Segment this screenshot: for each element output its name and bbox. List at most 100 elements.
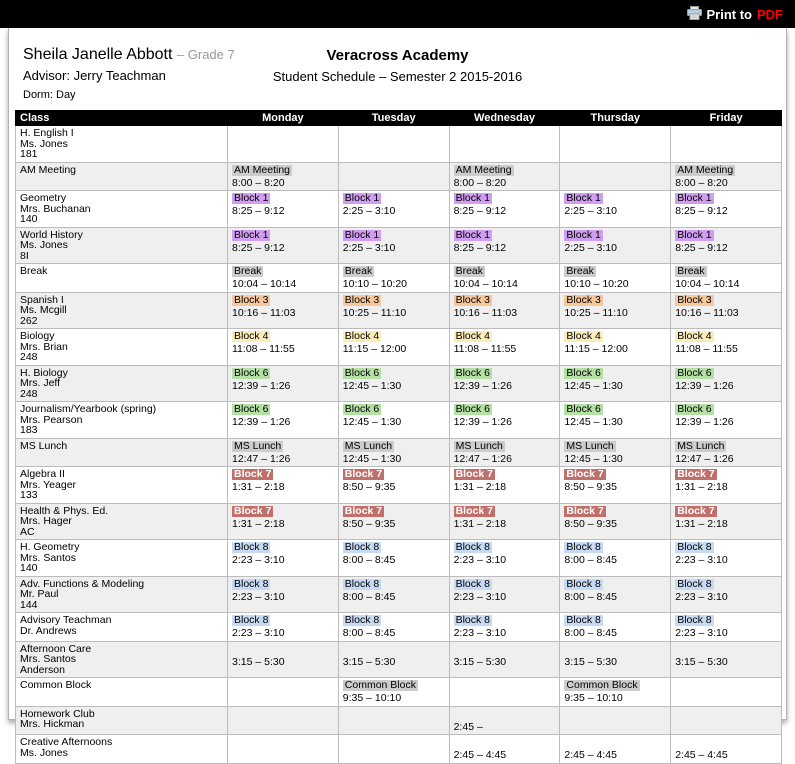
block-chip: Block 7: [564, 504, 606, 517]
class-info-line: MS Lunch: [20, 439, 68, 452]
time-range: 1:31 – 2:18: [232, 517, 285, 530]
student-name: Sheila Janelle Abbott: [23, 46, 173, 63]
schedule-cell: Break 10:04 – 10:14: [227, 263, 339, 293]
print-label: Print to: [706, 6, 753, 22]
time-range: 2:23 – 3:10: [453, 554, 507, 566]
table-row: Creative Afternoons Ms. Jones 2:45 – 4:45 2…: [15, 734, 782, 764]
block-chip: Block 4: [453, 330, 493, 342]
class-info-line: Algebra II: [20, 468, 65, 480]
time-range: 1:31 – 2:18: [453, 481, 507, 493]
schedule-title: Student Schedule – Semester 2 2015-2016: [272, 69, 523, 84]
time-range: 8:00 – 8:20: [232, 176, 285, 189]
class-info-line: Mrs. Santos: [20, 551, 77, 564]
time-range: 2:45 –: [453, 720, 483, 733]
class-info-line: Mrs. Yeager: [20, 478, 77, 491]
schedule-table-head: Class Monday Tuesday Wednesday Thursday Frida…: [15, 110, 782, 126]
print-to-pdf-button[interactable]: Print to PDF: [686, 5, 783, 23]
table-row: H. English I Ms. Jones 181: [15, 125, 782, 163]
advisor-line: Advisor: Jerry Teachman: [23, 68, 166, 83]
page-header: Veracross Academy Student Schedule – Sem…: [15, 46, 780, 104]
time-range: 8:50 – 9:35: [342, 481, 396, 493]
time-range: 8:50 – 9:35: [564, 517, 617, 530]
schedule-cell: Block 8 8:00 – 8:45: [337, 575, 450, 613]
block-chip: Block 6: [675, 403, 714, 415]
block-chip: Block 7: [342, 468, 385, 480]
schedule-cell: Block 7 1:31 – 2:18: [448, 466, 561, 504]
schedule-cell: Block 8 2:23 – 3:10: [448, 612, 561, 642]
schedule-page: Veracross Academy Student Schedule – Sem…: [8, 28, 787, 764]
class-info-line: Geometry: [20, 192, 67, 204]
schedule-cell: 3:15 – 5:30: [227, 640, 339, 678]
class-info-line: H. Biology: [20, 366, 68, 379]
table-row: Advisory Teachman Dr. Andrews Block 8 2:23 …: [15, 612, 782, 642]
column-header-wednesday: Wednesday: [448, 110, 561, 126]
class-cell: H. Geometry Mrs. Santos 140: [15, 539, 228, 577]
column-header-tuesday: Tuesday: [337, 110, 450, 126]
time-range: 8:25 – 9:12: [232, 241, 285, 254]
schedule-cell: 3:15 – 5:30: [670, 640, 782, 678]
schedule-cell: Break 10:10 – 10:20: [337, 263, 450, 293]
block-chip: Common Block: [564, 679, 640, 691]
time-range: 10:10 – 10:20: [564, 278, 629, 290]
schedule-cell: Break 10:04 – 10:14: [670, 263, 782, 293]
time-range: 8:25 – 9:12: [232, 205, 285, 217]
schedule-cell: 2:45 – 4:45: [670, 734, 782, 764]
time-range: 2:45 – 4:45: [453, 749, 507, 761]
table-row: World History Ms. Jones 8I Block 1 8:25 – 9:…: [15, 226, 782, 264]
block-chip: MS Lunch: [453, 439, 505, 452]
class-info-line: Dr. Andrews: [20, 624, 77, 637]
schedule-cell: Block 7 8:50 – 9:35: [337, 502, 450, 540]
schedule-cell: AM Meeting 8:00 – 8:20: [227, 161, 339, 191]
table-row: H. Geometry Mrs. Santos 140 Block 8 2:23 – 3…: [15, 539, 782, 577]
class-cell: Adv. Functions & Modeling Mr. Paul 144: [15, 575, 228, 613]
block-chip: Block 4: [564, 330, 603, 342]
block-chip: MS Lunch: [232, 439, 284, 452]
class-info-line: Mrs. Buchanan: [20, 202, 91, 215]
schedule-cell: Block 6 12:39 – 1:26: [670, 364, 782, 402]
class-cell: H. Biology Mrs. Jeff 248: [15, 364, 228, 402]
class-cell: Common Block: [15, 677, 228, 707]
table-row: Algebra II Mrs. Yeager 133 Block 7 1:31 – 2:…: [15, 466, 782, 504]
block-chip: Block 3: [675, 293, 714, 306]
class-info-line: Mrs. Jeff: [20, 377, 61, 389]
schedule-cell: Block 7 1:31 – 2:18: [670, 502, 782, 540]
block-chip: Block 7: [675, 468, 717, 480]
time-range: 8:25 – 9:12: [453, 241, 507, 254]
class-cell: Geometry Mrs. Buchanan 140: [15, 190, 228, 228]
schedule-cell: Block 8 2:23 – 3:10: [448, 539, 561, 577]
time-range: 3:15 – 5:30: [675, 655, 728, 668]
block-chip: MS Lunch: [675, 439, 727, 452]
time-range: 12:39 – 1:26: [453, 416, 512, 428]
time-range: 10:10 – 10:20: [342, 278, 408, 290]
schedule-cell: Block 8 2:23 – 3:10: [227, 539, 339, 577]
block-chip: Block 7: [342, 504, 385, 517]
block-chip: Block 7: [675, 504, 717, 517]
schedule-cell: [337, 705, 450, 735]
schedule-table-body: H. English I Ms. Jones 181 AM Meeting AM Mee…: [15, 125, 782, 764]
block-chip: Block 6: [342, 366, 382, 379]
schedule-cell: Block 6 12:45 – 1:30: [559, 364, 672, 402]
class-info-line: Mrs. Pearson: [20, 413, 83, 426]
time-range: 12:39 – 1:26: [232, 379, 291, 392]
time-range: 10:16 – 11:03: [453, 306, 518, 319]
block-chip: Block 1: [675, 192, 714, 204]
table-row: Geometry Mrs. Buchanan 140 Block 1 8:25 – 9:…: [15, 190, 782, 228]
schedule-cell: Common Block 9:35 – 10:10: [559, 677, 672, 707]
time-range: 1:31 – 2:18: [453, 517, 507, 530]
block-chip: Block 3: [564, 293, 603, 306]
schedule-cell: Block 8 8:00 – 8:45: [337, 612, 450, 642]
class-info-line: 248: [20, 387, 38, 400]
class-cell: Creative Afternoons Ms. Jones: [15, 734, 228, 764]
schedule-cell: Block 1 8:25 – 9:12: [670, 190, 782, 228]
table-row: Health & Phys. Ed. Mrs. Hager AC Block 7 1:3…: [15, 502, 782, 540]
block-chip: Block 8: [675, 614, 714, 626]
time-range: 12:47 – 1:26: [453, 452, 512, 465]
block-chip: Block 8: [342, 614, 382, 626]
class-info-line: Common Block: [20, 679, 92, 691]
class-info-line: Anderson: [20, 663, 65, 676]
block-chip: Block 1: [675, 228, 714, 241]
schedule-cell: Block 4 11:08 – 11:55: [448, 328, 561, 366]
time-range: 2:23 – 3:10: [453, 590, 507, 603]
schedule-cell: Block 8 2:23 – 3:10: [448, 575, 561, 613]
table-row: AM Meeting AM Meeting 8:00 – 8:20 AM Meetin…: [15, 161, 782, 191]
